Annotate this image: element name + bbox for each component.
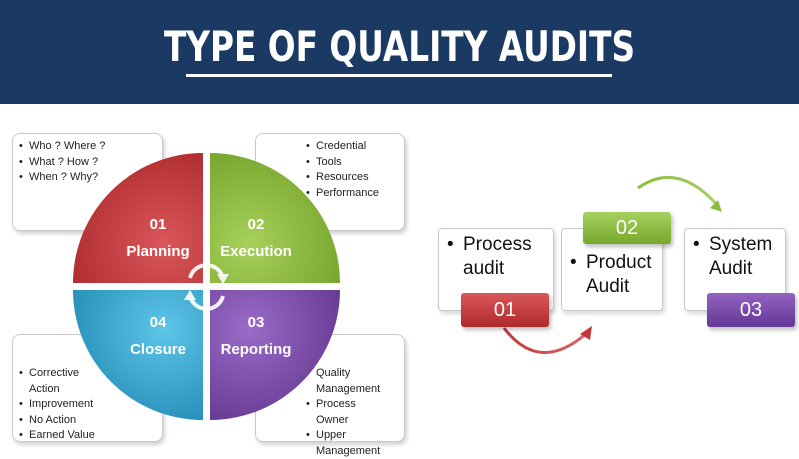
product-audit-number: 02 <box>583 212 671 244</box>
reporting-quadrant <box>210 290 340 420</box>
product-audit-label-line1: Product <box>586 252 652 273</box>
process-audit-label-line1: Process <box>463 234 532 255</box>
closure-quadrant <box>73 290 203 420</box>
planning-label: Planning <box>126 243 189 260</box>
curved-arrow-icon <box>637 175 722 212</box>
system-audit-label-line2: Audit <box>709 258 753 279</box>
list-item: What ? How ? <box>17 155 162 171</box>
page-title: TYPE OF QUALITY AUDITS <box>163 22 636 71</box>
reporting-number: 03 <box>248 314 265 331</box>
process-audit-label-line2: audit <box>463 258 505 279</box>
planning-quadrant <box>73 153 203 283</box>
list-item: Earned Value <box>17 428 97 444</box>
process-audit-number: 01 <box>461 293 549 327</box>
list-item: Process Owner <box>304 397 388 428</box>
reporting-label: Reporting <box>221 341 292 358</box>
planning-number: 01 <box>150 216 167 233</box>
product-audit-label-line2: Audit <box>586 276 630 297</box>
audit-cycle-diagram: 01 Planning 02 Execution 04 Closure 03 R… <box>73 153 340 420</box>
title-underline <box>186 74 612 77</box>
curved-arrow-icon <box>502 326 592 354</box>
cycle-arrows-icon <box>184 263 229 311</box>
list-item: Credential <box>304 139 404 155</box>
header-banner: TYPE OF QUALITY AUDITS <box>0 0 799 104</box>
execution-number: 02 <box>248 216 265 233</box>
execution-label: Execution <box>220 243 292 260</box>
list-item: Resources <box>304 170 404 186</box>
list-item: Corrective Action <box>17 366 97 397</box>
system-audit-label-line1: System <box>709 234 773 255</box>
system-audit-number: 03 <box>707 293 795 327</box>
list-item: Who ? Where ? <box>17 139 162 155</box>
flow-arrows <box>502 175 722 354</box>
closure-number: 04 <box>150 314 167 331</box>
list-item: Performance <box>304 186 404 202</box>
list-item: Tools <box>304 155 404 171</box>
list-item: No Action <box>17 413 97 429</box>
execution-quadrant <box>210 153 340 283</box>
list-item: When ? Why? <box>17 170 162 186</box>
closure-label: Closure <box>130 341 186 358</box>
list-item: Improvement <box>17 397 97 413</box>
